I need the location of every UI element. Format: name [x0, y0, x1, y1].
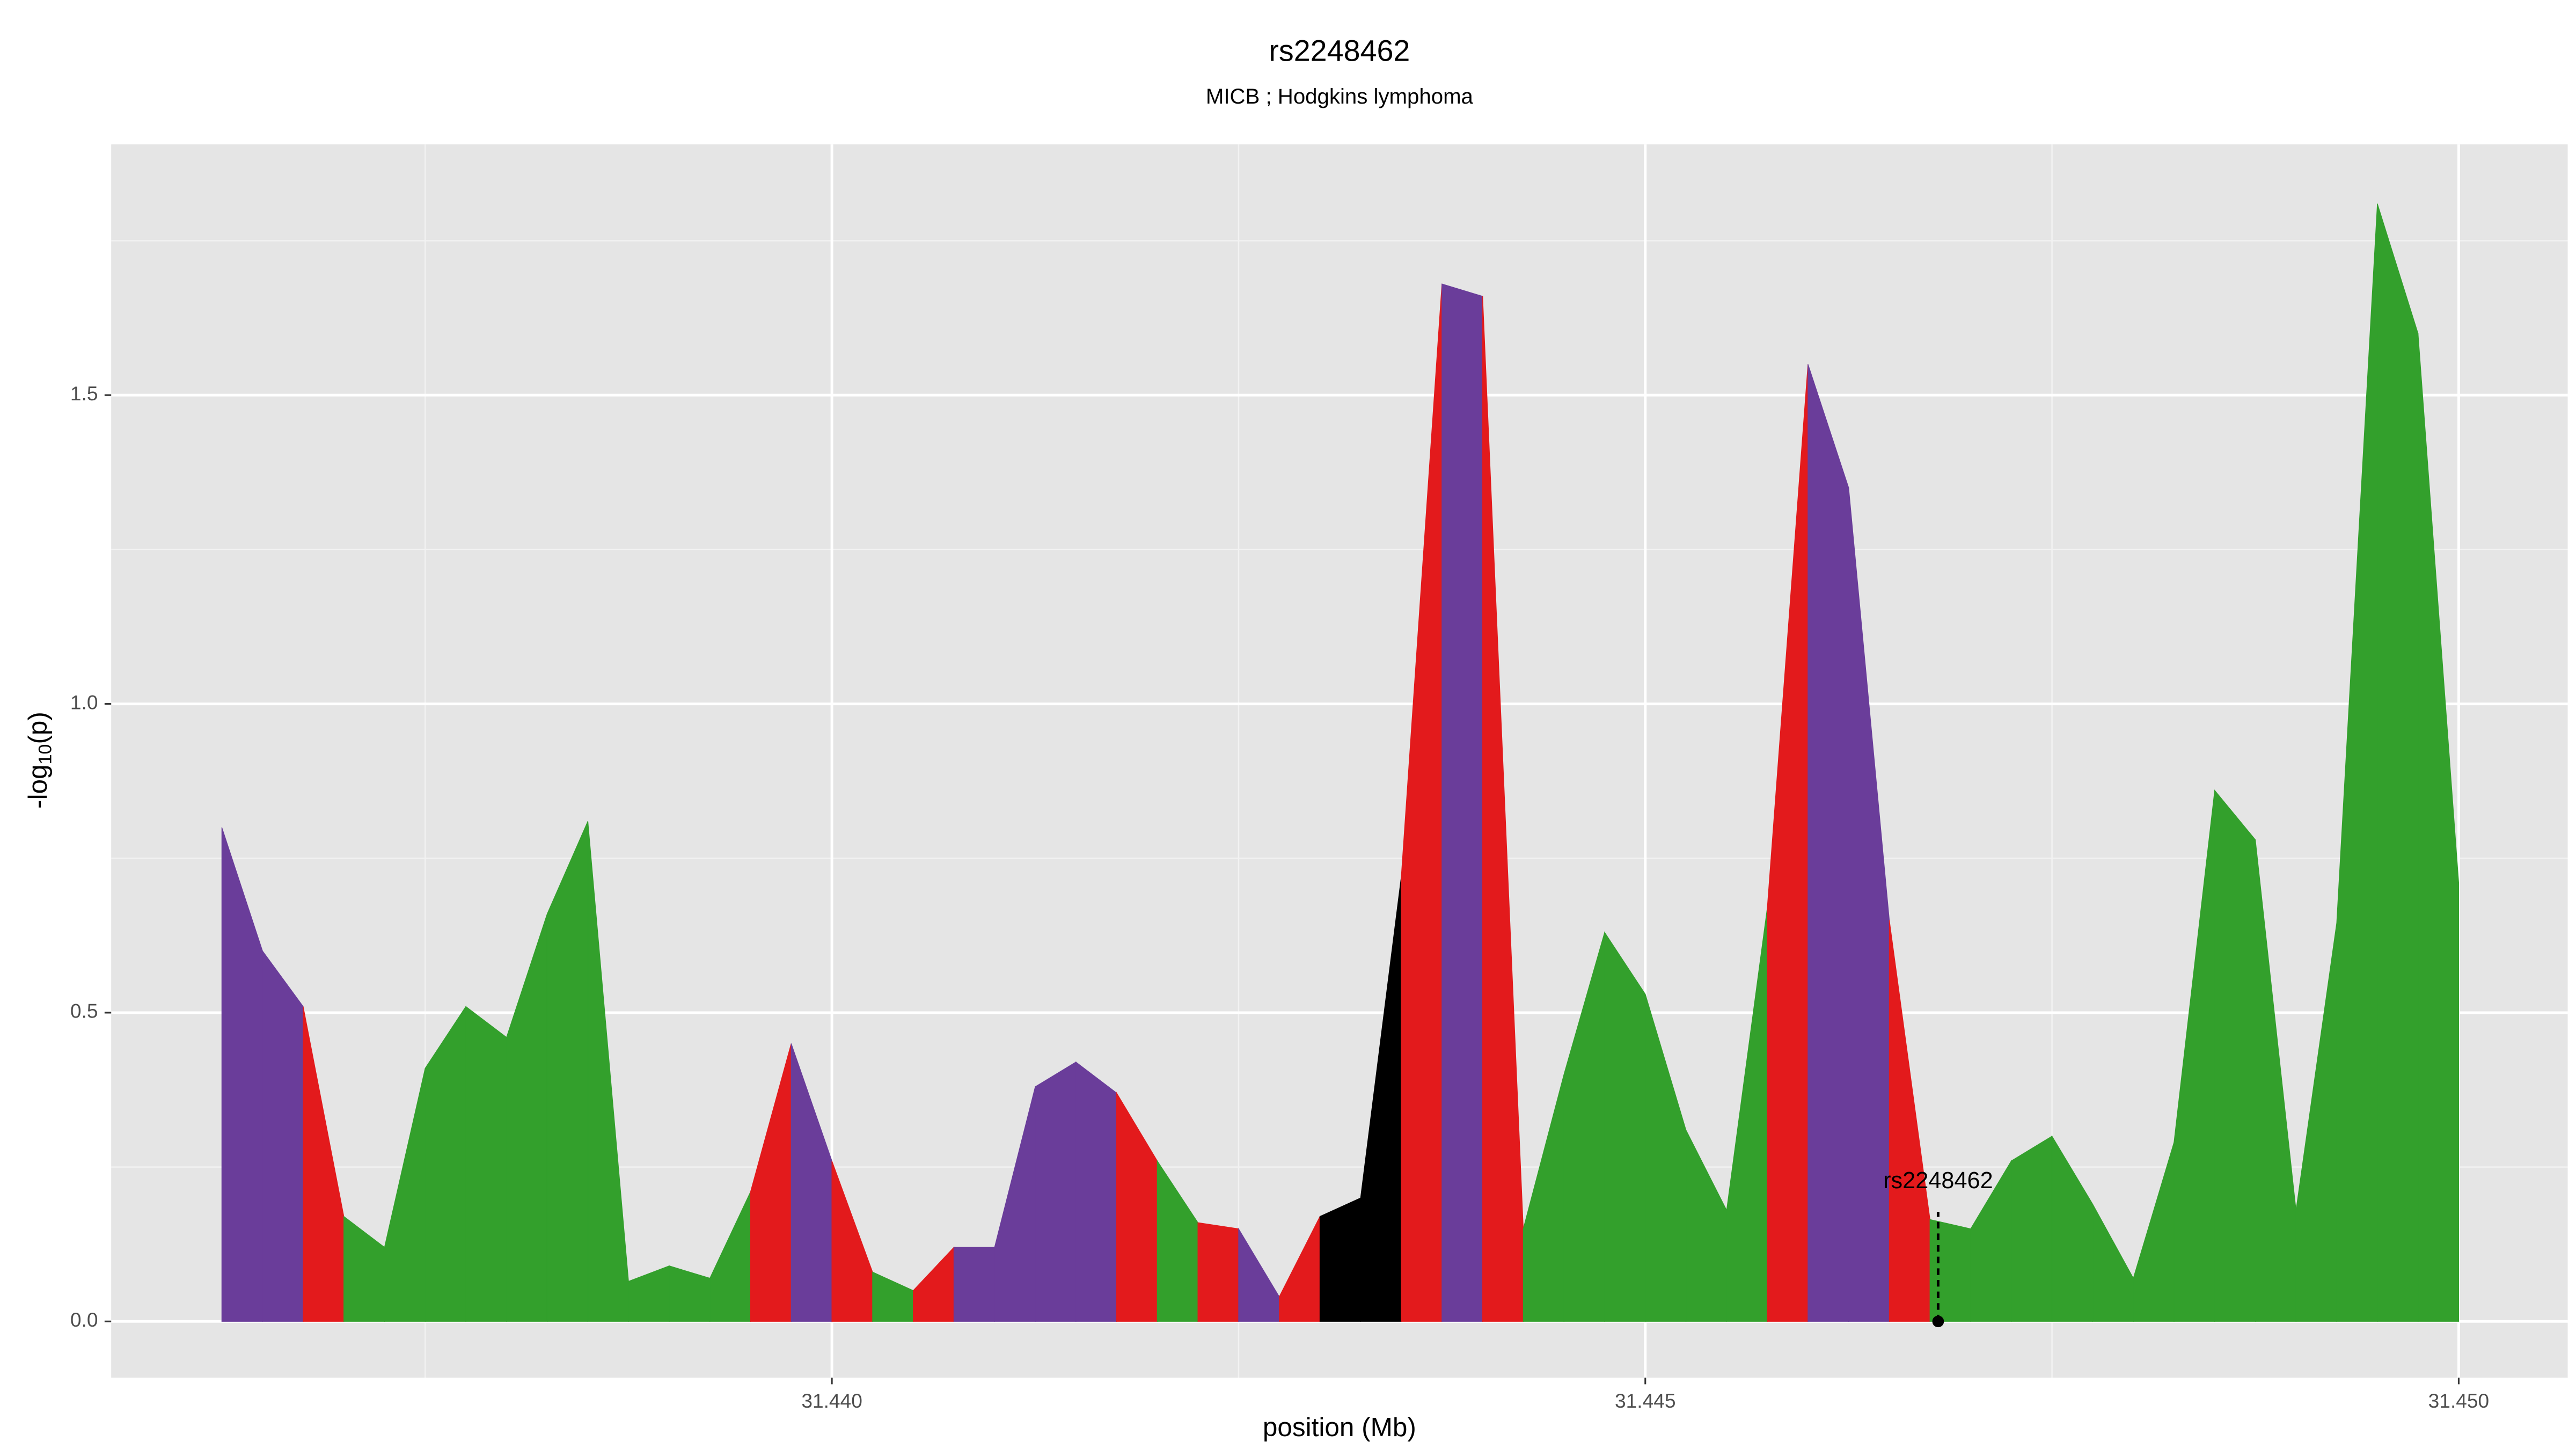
- area-segment: [953, 1247, 995, 1322]
- x-tick-label: 31.440: [801, 1389, 862, 1412]
- x-tick-label: 31.445: [1615, 1389, 1676, 1412]
- x-axis-title: position (Mb): [1263, 1413, 1416, 1442]
- area-segment: [2011, 1135, 2053, 1322]
- y-tick-label: 1.5: [70, 382, 98, 405]
- chart-subtitle: MICB ; Hodgkins lymphoma: [1206, 84, 1474, 108]
- area-segment: [2418, 333, 2460, 1322]
- area-segment: [1197, 1222, 1239, 1322]
- y-tick-label: 0.0: [70, 1308, 98, 1331]
- y-axis-title-part: -log: [23, 764, 53, 809]
- area-segment: [2377, 203, 2419, 1322]
- chart-title: rs2248462: [1269, 34, 1410, 68]
- x-tick-label: 31.450: [2428, 1389, 2490, 1412]
- y-axis-title-part: (p): [23, 712, 53, 744]
- highlight-point: [1932, 1315, 1944, 1328]
- area-segment: [1075, 1061, 1117, 1322]
- highlight-label: rs2248462: [1883, 1168, 1993, 1194]
- area-segment: [1604, 931, 1646, 1322]
- y-axis-title: -log10(p): [23, 712, 55, 809]
- y-axis-title-subscript: 10: [35, 744, 56, 765]
- area-segment: [1319, 1197, 1361, 1322]
- y-tick-label: 0.5: [70, 1000, 98, 1022]
- area-segment: [2214, 789, 2256, 1322]
- y-tick-label: 1.0: [70, 691, 98, 713]
- area-segment: [1441, 283, 1483, 1322]
- area-segment: [1929, 1219, 1971, 1322]
- area-segment: [1035, 1061, 1077, 1322]
- area-segment: [1807, 364, 1849, 1322]
- area-segment: [465, 1006, 507, 1322]
- area-segment: [262, 949, 304, 1322]
